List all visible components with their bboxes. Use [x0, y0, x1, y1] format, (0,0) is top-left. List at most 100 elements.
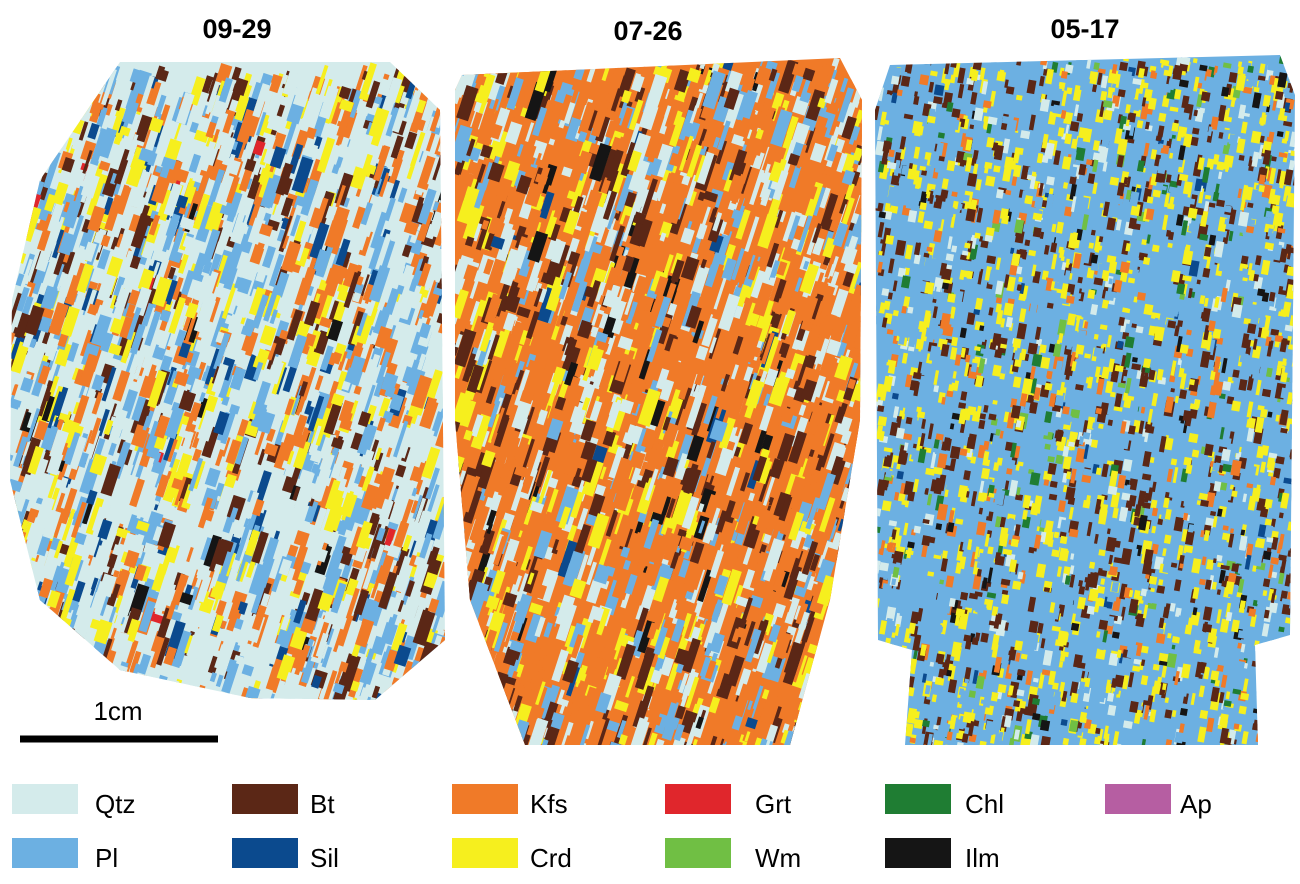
mineral-grain: [20, 159, 34, 174]
mineral-grain: [24, 633, 39, 665]
mineral-grain: [25, 80, 42, 116]
mineral-grain: [845, 698, 868, 738]
mineral-grain: [457, 729, 467, 742]
mineral-grain: [472, 682, 486, 699]
mineral-grain: [13, 563, 29, 599]
mineral-grain: [475, 730, 494, 763]
mineral-grain: [20, 600, 35, 633]
mineral-grain: [3, 107, 15, 136]
mineral-grain: [228, 701, 240, 722]
mineral-grain: [851, 620, 869, 654]
mineral-grain: [43, 664, 56, 679]
mineral-grain: [850, 728, 861, 744]
mineral-grain: [833, 684, 853, 713]
mineral-grain: [824, 703, 839, 726]
mineral-grain: [40, 106, 57, 133]
mineral-grain: [796, 728, 814, 764]
mineral-grain: [12, 675, 27, 705]
mineral-grain: [455, 571, 469, 599]
mineral-grain: [24, 656, 40, 674]
mineral-grain: [834, 736, 845, 763]
mineral-grain: [853, 626, 861, 641]
mineral-grain: [458, 608, 472, 626]
mineral-maps: [0, 55, 1300, 780]
mineral-grain: [483, 733, 499, 748]
mineral-grain: [828, 743, 842, 766]
mineral-grain: [511, 734, 522, 750]
mineral-grain: [84, 661, 95, 674]
mineral-grain: [0, 583, 15, 620]
mineral-grain: [469, 635, 481, 653]
mineral-grain: [830, 693, 846, 716]
mineral-grain: [857, 581, 866, 594]
mineral-grain: [854, 461, 865, 481]
mineral-grain: [33, 639, 46, 654]
mineral-grain: [345, 700, 365, 734]
mineral-grain: [237, 697, 257, 732]
mineral-grain: [1066, 87, 1072, 94]
panel-title: 05-17: [1050, 14, 1119, 44]
mineral-grain: [440, 103, 456, 119]
mineral-grain: [15, 643, 34, 672]
mineral-grain: [18, 633, 34, 650]
mineral-grain: [424, 680, 436, 699]
mineral-grain: [822, 657, 830, 670]
mineral-grain: [5, 218, 24, 247]
mineral-grain: [216, 695, 224, 706]
mineral-grain: [38, 644, 51, 674]
mineral-grain: [852, 552, 865, 570]
mineral-grain: [22, 606, 33, 629]
mineral-grain: [16, 650, 32, 667]
mineral-grain: [61, 668, 76, 686]
mineral-grain: [829, 692, 836, 705]
mineral-grain: [37, 636, 51, 666]
mineral-grain: [11, 160, 24, 188]
mineral-grain: [853, 606, 860, 617]
mineral-grain: [531, 744, 547, 781]
mineral-grain: [40, 633, 59, 666]
mineral-grain: [38, 630, 52, 646]
mineral-grain: [851, 726, 870, 764]
mineral-grain: [842, 691, 854, 714]
mineral-grain: [830, 724, 839, 737]
mineral-grain: [11, 566, 27, 587]
mineral-grain: [424, 71, 437, 96]
mineral-grain: [819, 689, 832, 702]
mineral-grain: [65, 628, 72, 638]
mineral-grain: [19, 631, 27, 647]
mineral-grain: [818, 730, 826, 743]
mineral-grain: [450, 569, 459, 588]
mineral-grain: [67, 675, 82, 698]
mineral-grain: [538, 744, 547, 755]
mineral-grain: [16, 70, 36, 98]
mineral-grain: [470, 647, 484, 659]
mineral-grain: [482, 739, 498, 762]
mineral-grain: [9, 692, 26, 729]
mineral-grain: [418, 688, 430, 717]
mineral-grain: [469, 671, 479, 692]
mineral-grain: [71, 648, 89, 672]
mineral-grain: [25, 661, 40, 682]
mineral-grain: [35, 608, 49, 624]
mineral-grain: [33, 119, 47, 151]
mineral-grain: [488, 712, 500, 732]
mineral-grain: [847, 627, 869, 667]
mineral-grain: [77, 650, 90, 683]
mineral-grain: [853, 528, 870, 554]
mineral-grain: [835, 602, 850, 620]
mineral-grain: [482, 717, 495, 731]
mineral-grain: [456, 610, 470, 645]
mineral-grain: [18, 151, 38, 180]
mineral-grain: [801, 710, 822, 749]
mineral-grain: [467, 637, 487, 674]
mineral-grain: [845, 628, 859, 640]
mineral-grain: [421, 693, 434, 725]
mineral-grain: [799, 716, 816, 736]
panel-title: 09-29: [202, 14, 271, 44]
mineral-grain: [832, 591, 847, 613]
mineral-grain: [471, 736, 488, 763]
mineral-grain: [847, 508, 858, 532]
mineral-grain: [1265, 713, 1273, 718]
mineral-grain: [487, 701, 508, 732]
mineral-grain: [456, 629, 474, 656]
